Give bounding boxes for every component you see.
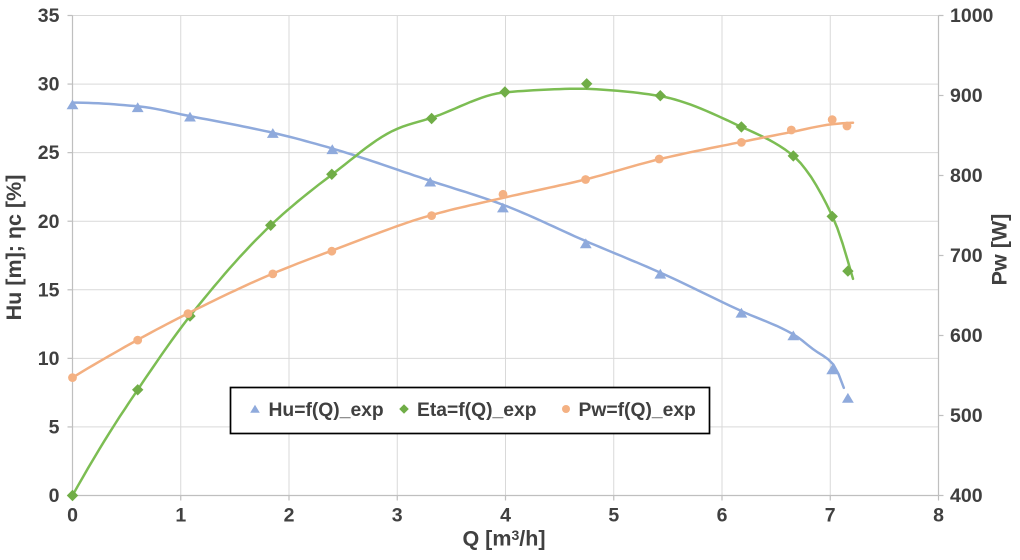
svg-text:800: 800	[950, 165, 983, 187]
svg-text:Hu [m]; ηc [%]: Hu [m]; ηc [%]	[2, 175, 26, 321]
svg-text:Eta=f(Q)_exp: Eta=f(Q)_exp	[417, 400, 536, 421]
svg-text:600: 600	[950, 325, 983, 347]
svg-text:500: 500	[950, 405, 983, 427]
svg-text:900: 900	[950, 85, 983, 107]
svg-text:30: 30	[38, 74, 60, 96]
svg-text:1000: 1000	[950, 5, 994, 27]
svg-text:400: 400	[950, 485, 983, 507]
svg-text:8: 8	[933, 505, 944, 527]
svg-text:15: 15	[38, 279, 60, 301]
svg-text:20: 20	[38, 211, 60, 233]
svg-text:25: 25	[38, 142, 60, 164]
svg-text:2: 2	[284, 505, 295, 527]
svg-text:5: 5	[49, 417, 60, 439]
svg-text:700: 700	[950, 245, 983, 267]
svg-text:Pw=f(Q)_exp: Pw=f(Q)_exp	[579, 400, 696, 421]
svg-text:Pw [W]: Pw [W]	[988, 214, 1012, 286]
svg-text:10: 10	[38, 348, 60, 370]
svg-text:0: 0	[49, 485, 60, 507]
svg-text:Hu=f(Q)_exp: Hu=f(Q)_exp	[269, 400, 384, 421]
svg-text:5: 5	[608, 505, 619, 527]
svg-text:0: 0	[67, 505, 78, 527]
svg-text:3: 3	[392, 505, 403, 527]
svg-text:35: 35	[38, 5, 60, 27]
svg-text:Q [m3/h]: Q [m3/h]	[462, 527, 545, 551]
svg-text:7: 7	[825, 505, 836, 527]
svg-text:6: 6	[717, 505, 728, 527]
svg-text:1: 1	[175, 505, 186, 527]
svg-text:4: 4	[500, 505, 511, 527]
